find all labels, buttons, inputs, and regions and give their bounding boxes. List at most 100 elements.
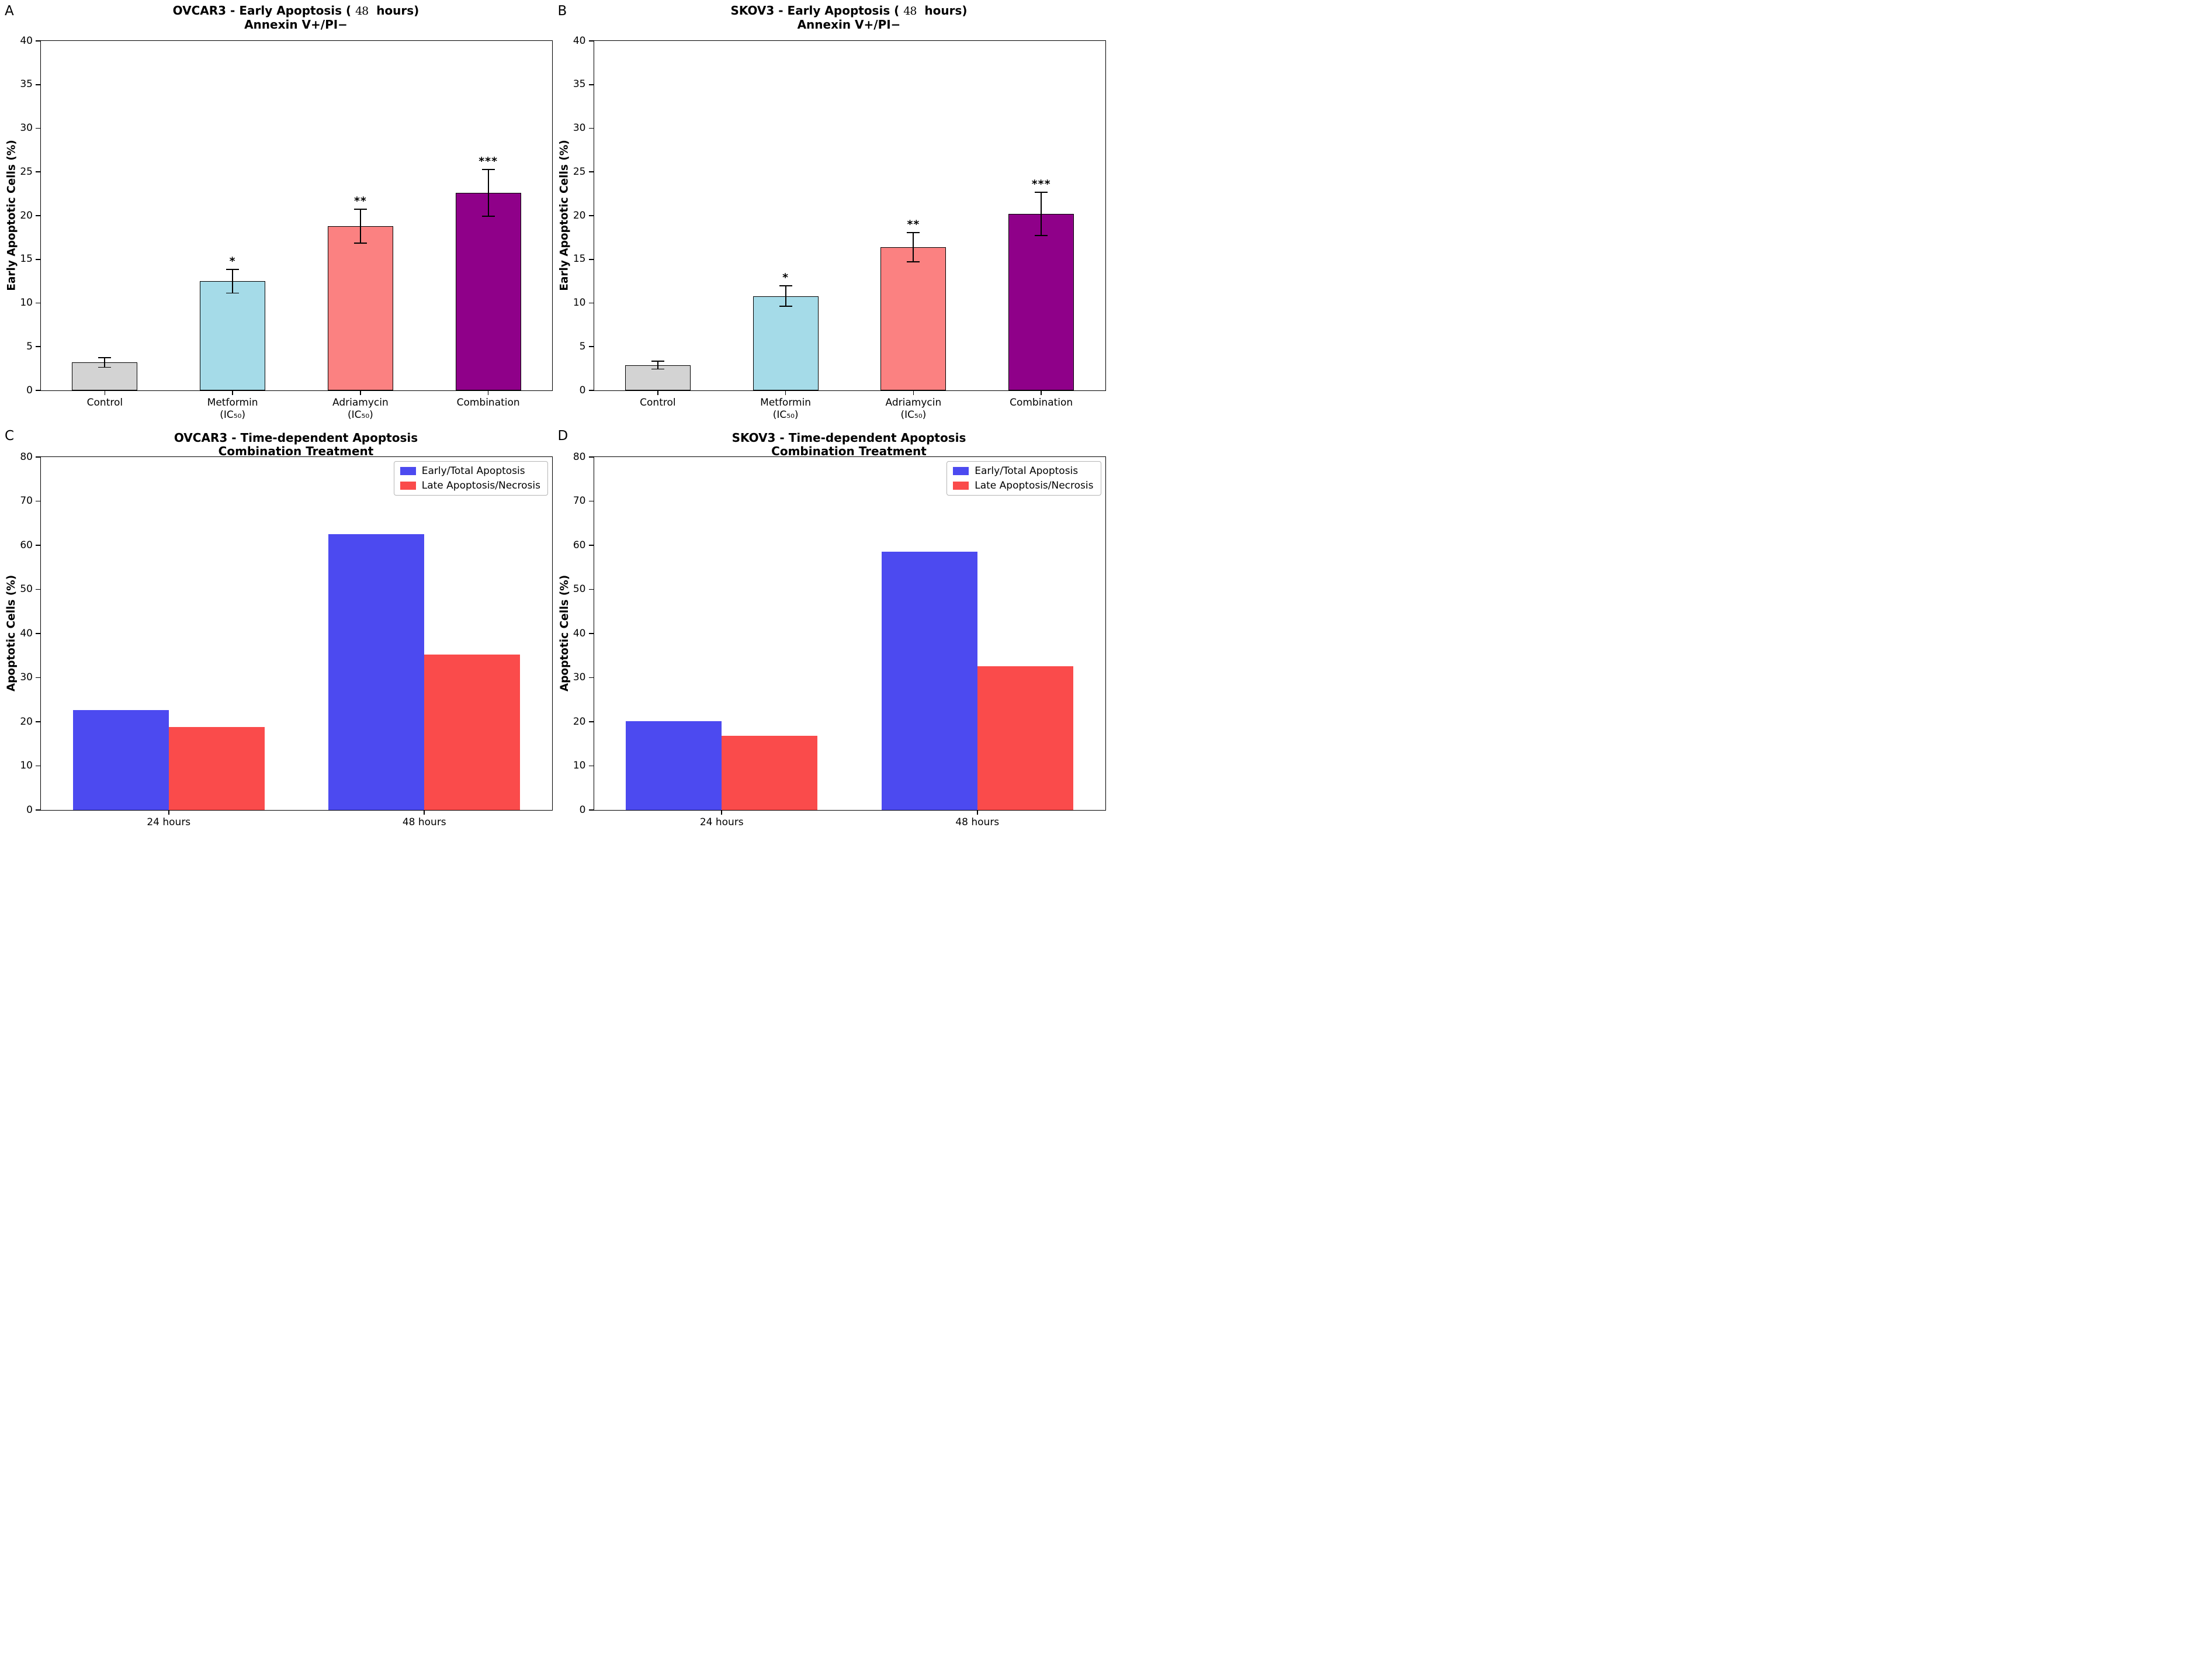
error-bar-cap-bottom bbox=[353, 243, 367, 244]
bar-combination bbox=[455, 193, 521, 390]
significance-stars: ** bbox=[907, 217, 920, 231]
legend-swatch bbox=[953, 467, 969, 475]
panel-letter-c: C bbox=[5, 428, 15, 444]
y-tick-mark bbox=[36, 346, 40, 348]
y-tick-mark bbox=[36, 721, 40, 722]
y-tick-label: 15 bbox=[573, 253, 586, 265]
panel-b: B SKOV3 - Early Apoptosis ( 48 hours) Ann… bbox=[553, 0, 1107, 425]
x-tick-label-line: Combination bbox=[456, 397, 520, 409]
bar-metformin bbox=[753, 296, 819, 390]
x-tick-mark bbox=[424, 810, 425, 815]
error-bar bbox=[913, 233, 914, 261]
y-tick-mark bbox=[588, 545, 594, 546]
x-tick-mark bbox=[657, 390, 658, 395]
error-bar-cap-bottom bbox=[779, 306, 792, 307]
x-tick-label: 24 hours bbox=[147, 816, 190, 829]
panel-letter-a: A bbox=[5, 4, 14, 19]
y-tick-label: 40 bbox=[573, 34, 586, 47]
bar-adriamycin bbox=[327, 226, 393, 390]
legend: Early/Total Apoptosis Late Apoptosis/Necr… bbox=[393, 461, 548, 496]
x-tick-label-line: (IC₅₀) bbox=[900, 409, 927, 421]
x-tick-label-line: Metformin bbox=[760, 397, 812, 409]
error-bar-cap-bottom bbox=[651, 368, 664, 370]
error-bar bbox=[657, 361, 658, 369]
y-tick-mark bbox=[588, 346, 594, 348]
y-tick-label: 70 bbox=[20, 495, 33, 507]
legend-label: Early/Total Apoptosis bbox=[421, 465, 525, 477]
y-tick-label: 70 bbox=[573, 495, 586, 507]
error-bar-cap-top bbox=[779, 285, 792, 287]
y-tick-label: 10 bbox=[20, 297, 33, 309]
bar-adriamycin bbox=[880, 247, 946, 390]
y-tick-mark bbox=[36, 127, 40, 129]
x-tick-label: Combination bbox=[1010, 397, 1073, 409]
x-tick-label: Adriamycin (IC₅₀) bbox=[886, 397, 942, 421]
y-tick-label: 30 bbox=[20, 122, 33, 134]
bar-early-24hours bbox=[72, 710, 169, 810]
chart-title: SKOV3 - Early Apoptosis ( 48 hours) Annex… bbox=[594, 4, 1105, 32]
x-tick-label-line: Adriamycin bbox=[885, 397, 942, 409]
plot-area: 0 10 20 30 40 50 60 70 80 24 hours 48 hours Early/T… bbox=[20, 452, 553, 828]
chart-title: OVCAR3 - Early Apoptosis ( 48 hours) Anne… bbox=[40, 4, 552, 32]
error-bar-cap-top bbox=[1035, 192, 1048, 193]
x-tick-mark bbox=[721, 810, 723, 815]
y-tick-mark bbox=[588, 721, 594, 722]
y-tick-label: 60 bbox=[20, 539, 33, 551]
y-tick-label: 30 bbox=[20, 671, 33, 683]
panel-letter-d: D bbox=[557, 428, 568, 444]
x-tick-label-line: Control bbox=[640, 397, 676, 409]
y-tick-mark bbox=[36, 545, 40, 546]
y-tick-mark bbox=[588, 84, 594, 85]
chart-title-line2: Combination Treatment bbox=[771, 444, 927, 458]
x-tick-label-line: (IC₅₀) bbox=[772, 409, 799, 421]
panel-letter-b: B bbox=[557, 4, 567, 19]
y-tick-label: 40 bbox=[20, 627, 33, 639]
y-tick-label: 20 bbox=[20, 209, 33, 221]
y-tick-mark bbox=[36, 390, 40, 391]
bar-late-48hours bbox=[424, 654, 521, 810]
x-tick-label: Control bbox=[640, 397, 675, 409]
y-tick-mark bbox=[588, 456, 594, 458]
y-tick-label: 80 bbox=[573, 451, 586, 463]
legend-label: Late Apoptosis/Necrosis bbox=[975, 480, 1094, 491]
y-tick-label: 35 bbox=[20, 78, 33, 91]
bar-early-48hours bbox=[328, 534, 425, 810]
x-tick-label-line: (IC₅₀) bbox=[347, 409, 373, 421]
error-bar-cap-bottom bbox=[226, 292, 240, 294]
y-tick-label: 5 bbox=[26, 340, 33, 352]
error-bar bbox=[785, 286, 786, 306]
y-tick-mark bbox=[36, 84, 40, 85]
y-tick-mark bbox=[588, 765, 594, 767]
y-tick-label: 0 bbox=[26, 804, 33, 816]
y-tick-label: 0 bbox=[579, 804, 586, 816]
y-tick-label: 40 bbox=[20, 34, 33, 47]
y-tick-mark bbox=[36, 589, 40, 590]
chart-title-line1: SKOV3 - Early Apoptosis ( 48 hours) bbox=[730, 4, 968, 18]
y-tick-mark bbox=[588, 500, 594, 502]
y-tick-label: 80 bbox=[20, 451, 33, 463]
plot-area: 0 5 10 15 20 25 30 35 40 Control Metformin (IC₅₀) Ad… bbox=[573, 36, 1106, 421]
x-tick-label: Adriamycin (IC₅₀) bbox=[332, 397, 389, 421]
y-tick-label: 60 bbox=[573, 539, 586, 551]
chart-title-line2: Combination Treatment bbox=[218, 444, 374, 458]
bar-late-48hours bbox=[977, 666, 1073, 810]
y-tick-label: 20 bbox=[573, 209, 586, 221]
legend-label: Late Apoptosis/Necrosis bbox=[421, 480, 540, 491]
legend-swatch bbox=[400, 467, 416, 475]
panel-c: C OVCAR3 - Time-dependent Apoptosis Combi… bbox=[0, 425, 553, 829]
legend-swatch bbox=[953, 482, 969, 490]
error-bar bbox=[1041, 193, 1042, 235]
x-tick-mark bbox=[1041, 390, 1042, 395]
y-tick-mark bbox=[36, 633, 40, 634]
y-tick-mark bbox=[36, 258, 40, 260]
x-tick-mark bbox=[913, 390, 914, 395]
error-bar-cap-top bbox=[98, 356, 112, 358]
y-tick-label: 30 bbox=[573, 671, 586, 683]
y-tick-label: 20 bbox=[20, 715, 33, 728]
x-tick-label-line: Adriamycin bbox=[332, 397, 389, 409]
error-bar bbox=[359, 209, 361, 243]
x-tick-label-line: 24 hours bbox=[147, 816, 191, 828]
legend-item: Late Apoptosis/Necrosis bbox=[953, 480, 1094, 491]
x-tick-label-line: Control bbox=[86, 397, 123, 409]
error-bar-cap-top bbox=[226, 268, 240, 270]
